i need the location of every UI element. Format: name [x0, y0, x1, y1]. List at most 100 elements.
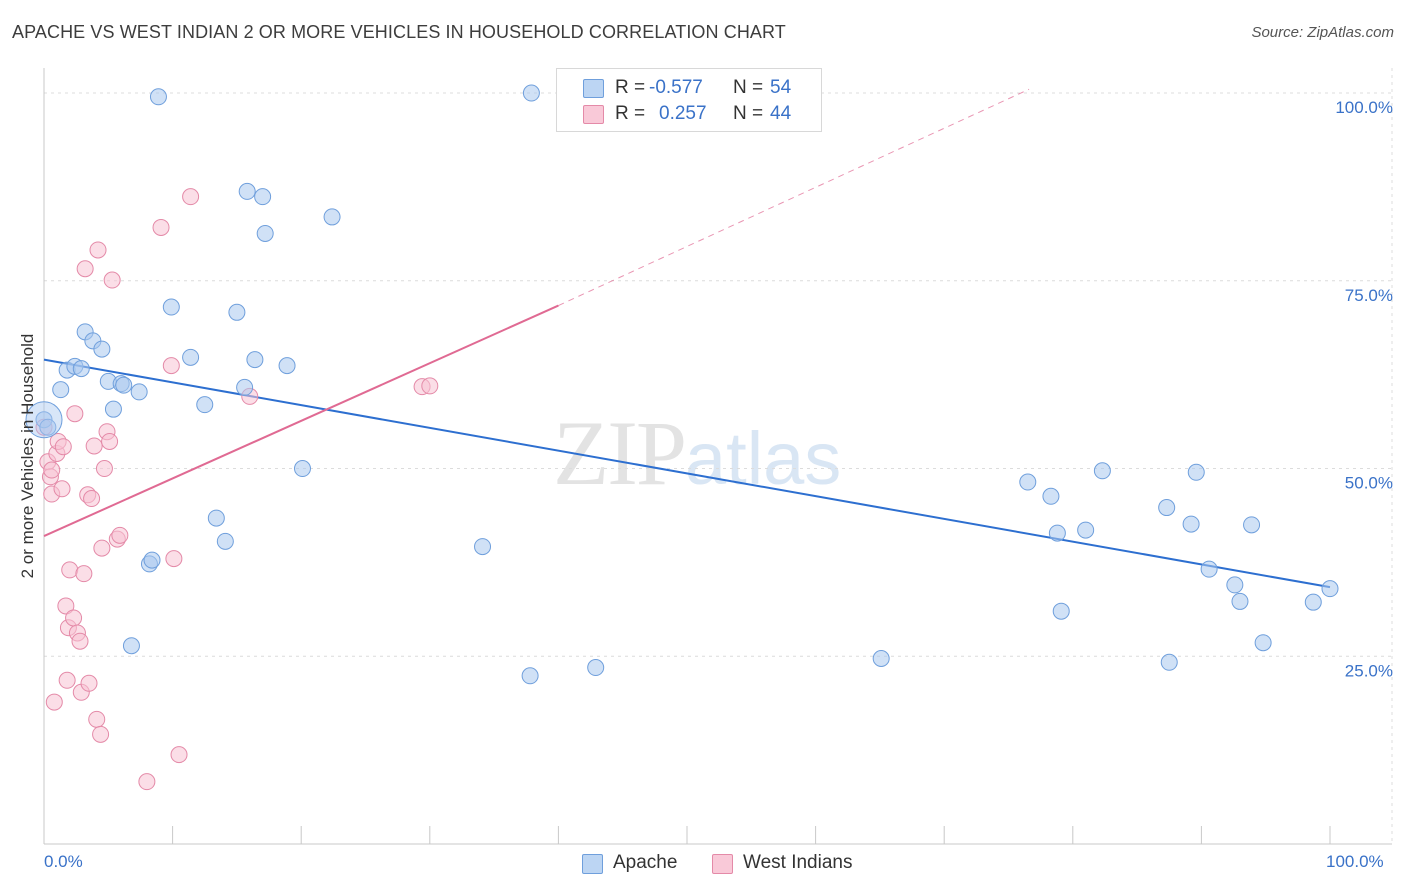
west-indians-point [61, 561, 79, 579]
west-indians-point [43, 461, 61, 479]
west-indians-point [95, 460, 113, 478]
apache-point [104, 400, 122, 418]
legend-n-value: 54 [770, 77, 792, 98]
apache-point [207, 509, 225, 527]
legend-r-value: -0.577 [649, 77, 703, 98]
apache-point [238, 182, 256, 200]
west-indians-point [182, 188, 200, 206]
west-indians-trend-line [43, 304, 559, 538]
apache-point [1077, 521, 1095, 539]
data-points [25, 84, 1339, 791]
x-tick-label-min: 0.0% [44, 852, 83, 871]
west-indians-point [88, 710, 106, 728]
stats-legend: R = -0.577 N = 54 R = 0.257 N = 44 [556, 68, 822, 132]
west-indians-point [103, 271, 121, 289]
west-indians-point [76, 260, 94, 278]
apache-point [143, 551, 161, 569]
apache-point [246, 351, 264, 369]
apache-point [256, 224, 274, 242]
west-indians-point [170, 746, 188, 764]
bottom-legend-label-apache: Apache [613, 852, 678, 873]
apache-trend-line [43, 358, 1331, 589]
apache-point [216, 532, 234, 550]
west-indians-point [58, 671, 76, 689]
apache-point [521, 667, 539, 685]
apache-point [587, 659, 605, 677]
apache-point [278, 357, 296, 375]
apache-point [1042, 487, 1060, 505]
apache-point [122, 637, 140, 655]
chart-title: APACHE VS WEST INDIAN 2 OR MORE VEHICLES… [12, 22, 786, 42]
west-indians-point [111, 526, 129, 544]
west-indians-point [152, 218, 170, 236]
apache-point [149, 88, 167, 106]
west-indians-point [66, 405, 84, 423]
west-indians-point [53, 480, 71, 498]
west-indians-point [85, 437, 103, 455]
apache-point [1187, 463, 1205, 481]
west-indians-point [75, 565, 93, 583]
apache-point [872, 650, 890, 668]
apache-point [1093, 462, 1111, 480]
west-indians-point [45, 693, 63, 711]
west-indians-point [101, 432, 119, 450]
legend-n-label: N = [733, 77, 764, 98]
west-indians-trend-extension [558, 88, 1030, 307]
apache-point [236, 378, 254, 396]
source-label: Source: ZipAtlas.com [1251, 24, 1394, 41]
legend-r-label: R = [615, 103, 646, 124]
apache-point [1226, 576, 1244, 594]
apache-point [93, 340, 111, 358]
apache-point [254, 188, 272, 206]
apache-point [1048, 524, 1066, 542]
west-indians-point [165, 550, 183, 568]
west-indians-point [71, 632, 89, 650]
x-tick-label-max: 100.0% [1326, 852, 1384, 871]
trend-lines [43, 88, 1331, 589]
apache-point [1160, 653, 1178, 671]
apache-point [72, 360, 90, 378]
bottom-legend-label-west-indians: West Indians [743, 852, 853, 873]
apache-point [1304, 593, 1322, 611]
y-tick-labels: 25.0% 50.0% 75.0% 100.0% [1335, 98, 1393, 680]
west-indians-point [92, 725, 110, 743]
apache-point [293, 460, 311, 478]
apache-point [52, 381, 70, 399]
west-indians-point [80, 674, 98, 692]
apache-point-large [25, 401, 63, 439]
apache-point [39, 418, 57, 436]
apache-point [1182, 515, 1200, 533]
apache-point [1052, 602, 1070, 620]
bottom-legend-swatch-apache [582, 854, 603, 874]
apache-point [162, 298, 180, 316]
legend-swatch-west-indians [583, 105, 604, 124]
legend-row-apache: R = -0.577 N = 54 [557, 75, 821, 101]
bottom-legend-swatch-west-indians [712, 854, 733, 874]
y-tick-label: 25.0% [1345, 661, 1393, 680]
legend-n-value: 44 [770, 103, 792, 124]
apache-point [1321, 580, 1339, 598]
apache-point [323, 208, 341, 226]
west-indians-point [57, 597, 75, 615]
apache-point [1254, 634, 1272, 652]
west-indians-point [65, 609, 83, 627]
apache-point [1158, 499, 1176, 517]
west-indians-point [93, 539, 111, 557]
apache-point [522, 84, 540, 102]
west-indians-point [83, 490, 101, 508]
apache-point [115, 376, 133, 394]
y-tick-label: 100.0% [1335, 98, 1393, 117]
legend-n-label: N = [733, 103, 764, 124]
legend-r-value: 0.257 [659, 103, 707, 124]
west-indians-point [421, 377, 439, 395]
apache-point [130, 383, 148, 401]
west-indians-point [162, 357, 180, 375]
west-indians-point [138, 773, 156, 791]
y-tick-label: 75.0% [1345, 286, 1393, 305]
apache-point [182, 348, 200, 366]
apache-point [196, 396, 214, 414]
apache-point [228, 303, 246, 321]
y-axis-label: 2 or more Vehicles in Household [18, 333, 37, 579]
apache-point [474, 538, 492, 556]
